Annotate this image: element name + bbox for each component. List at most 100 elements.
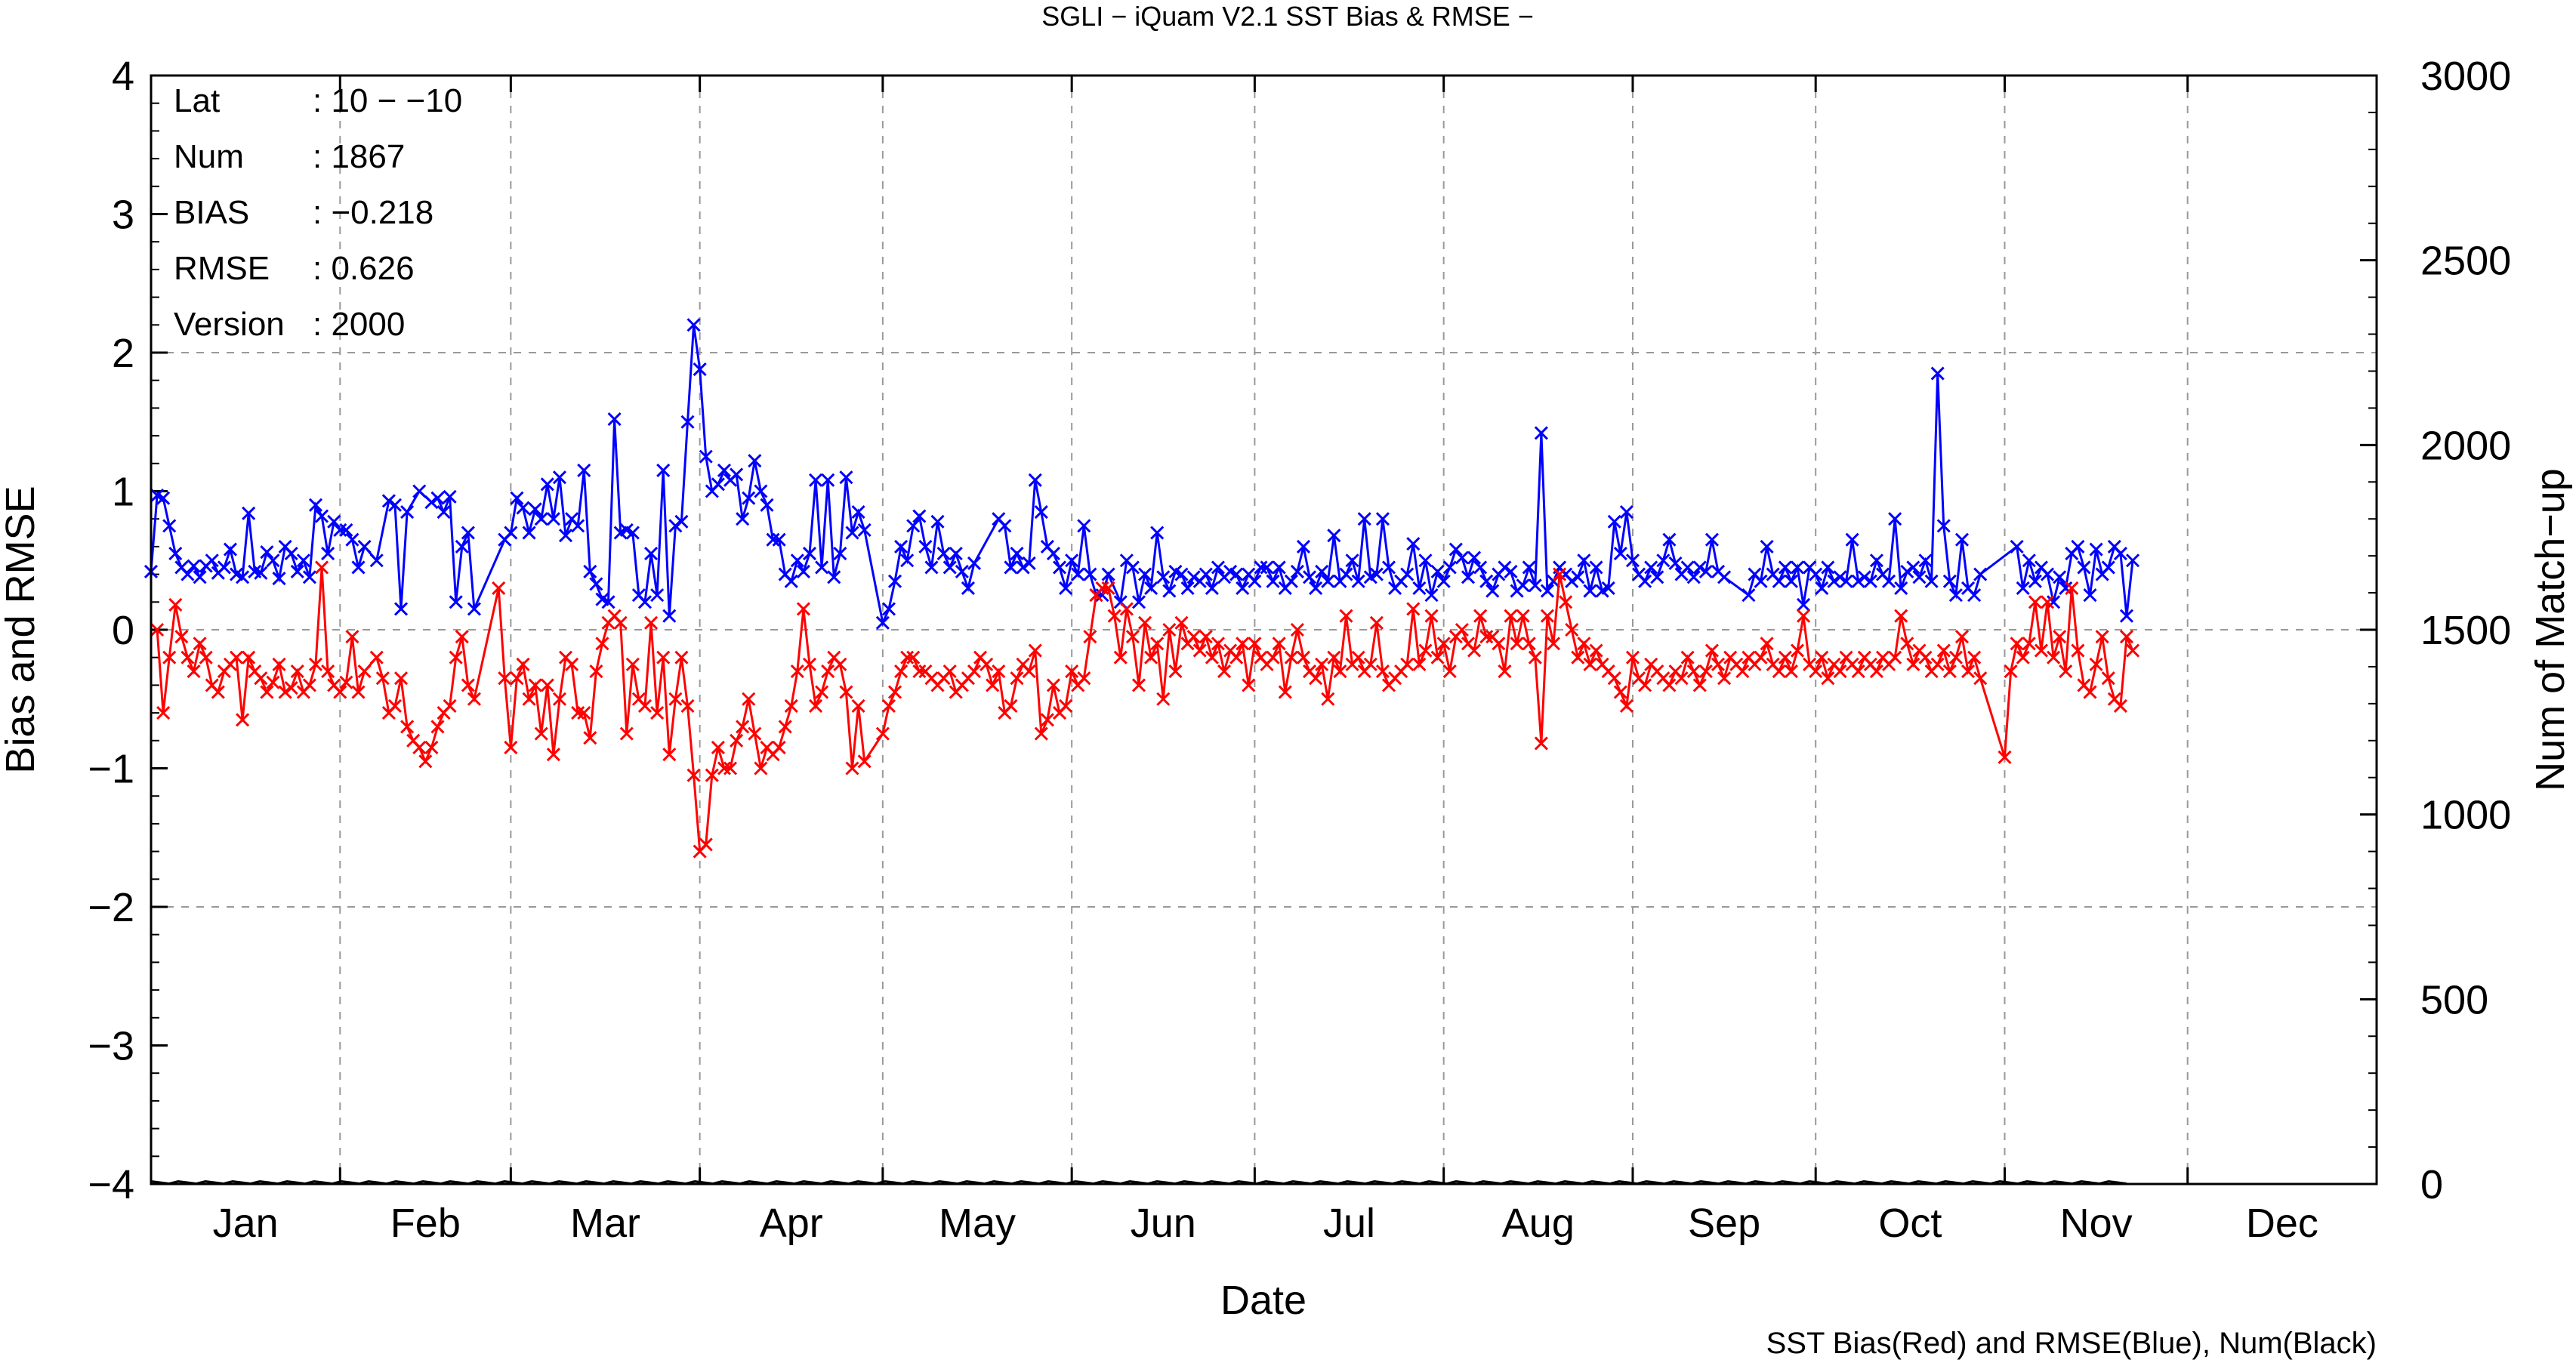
series-rmse-point: [711, 477, 725, 492]
series-bias-point: [754, 761, 768, 775]
series-bias-point: [1662, 678, 1677, 692]
series-rmse-point: [1565, 574, 1579, 588]
series-bias-point: [1412, 657, 1427, 671]
series-bias-point: [1236, 637, 1250, 651]
series-rmse-point: [815, 560, 829, 575]
series-rmse-point: [1199, 567, 1213, 581]
x-axis: Jan Feb Mar Apr May Jun Jul Aug Sep Oct Nov Dec: [150, 76, 2318, 1246]
series-rmse-point: [156, 491, 171, 505]
series-bias-point: [1436, 637, 1451, 651]
series-rmse-point: [1741, 588, 1756, 603]
series-rmse-point: [693, 362, 707, 377]
series-rmse-point: [1059, 581, 1073, 596]
info-box: Lat : 10 − −10 Num : 1867 BIAS : −0.218 …: [174, 82, 462, 343]
series-bias-point: [1400, 657, 1414, 671]
series-bias-point: [1851, 664, 1865, 679]
series-bias-point: [1065, 664, 1079, 679]
series-rmse-point: [260, 545, 274, 560]
series-rmse-point: [1065, 553, 1079, 568]
x-tick-label: Dec: [2246, 1201, 2318, 1246]
series-bias-point: [2034, 643, 2048, 658]
series-rmse-point: [1424, 588, 1439, 603]
series-bias-point: [2004, 664, 2018, 679]
series-rmse-point: [1894, 581, 1908, 596]
series-bias-line: [156, 567, 2134, 855]
series-bias-point: [1498, 664, 1512, 679]
series-bias-point: [815, 685, 829, 699]
series-rmse-point: [1302, 570, 1317, 584]
series-bias-point: [345, 630, 359, 644]
series-bias-point: [321, 664, 335, 679]
series-bias-point: [2095, 630, 2109, 644]
series-rmse-point: [1400, 567, 1414, 581]
series-rmse-point: [650, 588, 665, 603]
series-bias-point: [1559, 595, 1573, 609]
series-rmse-point: [1967, 588, 1982, 603]
series-bias-point: [193, 637, 207, 651]
series-rmse-point: [302, 570, 316, 584]
series-bias-point: [1363, 657, 1377, 671]
x-tick-label: Oct: [1878, 1201, 1942, 1246]
y-tick-label: −2: [88, 885, 134, 930]
series-rmse-point: [1077, 519, 1091, 533]
series-bias-point: [1351, 650, 1365, 664]
series-rmse-point: [1284, 574, 1298, 588]
series-bias-point: [2101, 671, 2115, 686]
series-bias-point: [1869, 664, 1883, 679]
series-rmse-point: [2047, 595, 2061, 609]
series-rmse-point: [1406, 537, 1421, 551]
series-bias-point: [1571, 650, 1585, 664]
series-bias-point: [1900, 637, 1914, 651]
series-rmse-point: [900, 553, 915, 568]
series-rmse-point: [455, 539, 469, 553]
series-layer: [143, 318, 2140, 1186]
y-tick-label: 2: [112, 331, 134, 376]
series-rmse-point: [754, 484, 768, 498]
series-bias-point: [1004, 698, 1018, 713]
series-rmse-point: [552, 470, 567, 485]
series-bias-point: [1077, 671, 1091, 686]
series-rmse-point: [1248, 574, 1262, 588]
series-bias-point: [1229, 650, 1244, 664]
info-key-num: Num: [174, 138, 244, 175]
series-bias-point: [565, 657, 579, 671]
series-rmse-point: [1351, 574, 1365, 588]
y-tick-label: 0: [112, 608, 134, 653]
x-tick-label: May: [939, 1201, 1016, 1246]
series-rmse-point: [748, 454, 762, 468]
series-bias-point: [986, 678, 1000, 692]
series-rmse-point: [393, 602, 409, 616]
series-rmse-point: [1071, 567, 1085, 581]
series-rmse-point: [827, 570, 841, 584]
series-bias-point: [2113, 698, 2127, 713]
series-bias-point: [619, 726, 634, 741]
y-tick-label: 3: [112, 193, 134, 238]
series-bias-point: [613, 615, 628, 630]
series-rmse-point: [1644, 560, 1658, 575]
series-rmse-point: [802, 547, 817, 561]
series-rmse-point: [1236, 581, 1250, 596]
series-bias-point: [851, 698, 865, 713]
info-value-bias: : −0.218: [313, 194, 433, 231]
series-bias-point: [498, 671, 512, 686]
chart-caption: SST Bias(Red) and RMSE(Blue), Num(Black): [1766, 1327, 2377, 1360]
series-bias-point: [705, 768, 719, 782]
series-bias-point: [992, 664, 1006, 679]
series-bias-point: [290, 664, 304, 679]
series-rmse-point: [644, 547, 659, 561]
series-rmse-point: [1839, 574, 1853, 588]
series-rmse-point: [284, 547, 298, 561]
series-rmse-point: [1778, 560, 1792, 575]
series-rmse-point: [875, 615, 890, 630]
series-rmse-point: [961, 581, 975, 596]
series-rmse-point: [1686, 570, 1701, 584]
series-rmse-point: [1211, 560, 1226, 575]
series-rmse-point: [1522, 560, 1536, 575]
series-bias-point: [833, 657, 847, 671]
series-rmse-point: [1827, 574, 1841, 588]
series-rmse-point: [1772, 574, 1786, 588]
series-bias-point: [1778, 650, 1792, 664]
series-bias-point: [1522, 637, 1536, 651]
series-rmse-point: [772, 532, 786, 547]
y-tick-label: −4: [88, 1162, 134, 1207]
